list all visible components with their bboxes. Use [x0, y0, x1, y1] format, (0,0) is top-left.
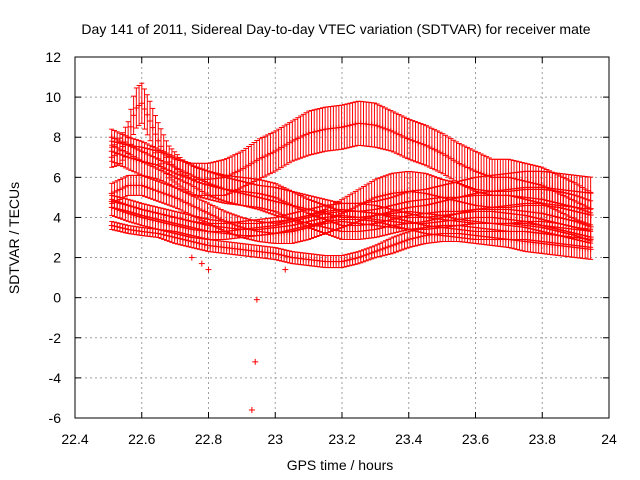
series-trace-6 — [108, 220, 594, 269]
chart-title: Day 141 of 2011, Sidereal Day-to-day VTE… — [81, 21, 590, 37]
data-series — [108, 82, 594, 413]
